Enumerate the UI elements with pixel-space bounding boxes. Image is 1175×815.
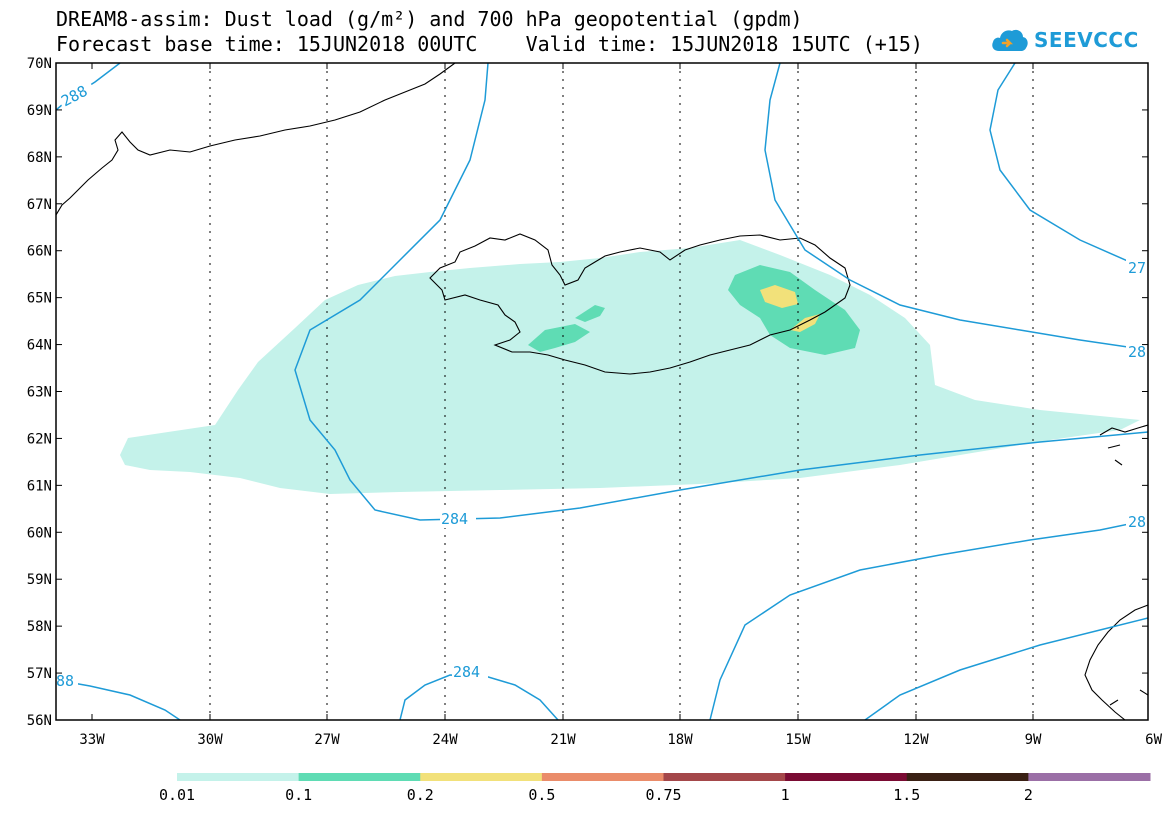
map-title: DREAM8-assim: Dust load (g/m²) and 700 h… [56,7,803,31]
lat-tick-label: 57N [27,666,52,682]
lat-tick-label: 62N [27,431,52,447]
seevccc-logo: SEEVCCC [990,22,1139,58]
contour-north-central [764,63,1148,351]
longitude-axis: 33W 30W 27W 24W 21W 18W 15W 12W 9W 6W [79,63,1163,748]
colorbar-label: 0.75 [645,786,681,804]
lat-tick-label: 60N [27,525,52,541]
lon-tick-label: 24W [432,732,458,748]
contour-88-southwest [56,679,181,720]
colorbar-label: 0.2 [407,786,434,804]
faroe-coastline [1099,424,1148,466]
colorbar-segment [906,773,1029,781]
colorbar-label: 0.5 [528,786,555,804]
colorbar-label: 0.01 [159,786,195,804]
greenland-coastline [56,63,456,216]
lat-tick-label: 66N [27,244,52,260]
colorbar-segment [785,773,908,781]
lat-tick-label: 69N [27,103,52,119]
dust-shading-0.1-small [575,305,605,322]
lat-tick-label: 61N [27,478,52,494]
dust-shading-0.1 [728,265,860,355]
contour-central-west [294,63,1148,521]
colorbar-segment [663,773,786,781]
dust-shading-0.1-west [528,324,590,352]
colorbar-label: 1.5 [893,786,920,804]
latitude-axis: 70N 69N 68N 67N 66N 65N 64N 63N 62N 61N 60N 59N 58N 5… [27,56,1148,729]
colorbar-label: 2 [1024,786,1033,804]
contour-label: 284 [441,510,468,528]
lon-tick-label: 18W [667,732,693,748]
colorbar-segment [420,773,543,781]
contour-label: 28 [1128,343,1146,361]
colorbar: 0.01 0.1 0.2 0.5 0.75 1 1.5 2 [159,773,1151,804]
colorbar-segment [1028,773,1151,781]
lat-tick-label: 58N [27,619,52,635]
lat-tick-label: 67N [27,197,52,213]
contour-south-east [864,617,1148,720]
colorbar-segment [177,773,300,781]
logo-text: SEEVCCC [1034,28,1139,52]
lat-tick-label: 68N [27,150,52,166]
contour-label: 27 [1128,259,1146,277]
contour-27 [989,63,1148,271]
lon-tick-label: 21W [550,732,576,748]
lon-tick-label: 33W [79,732,105,748]
contour-label: 28 [1128,513,1146,531]
longitude-gridlines [209,63,1034,720]
contour-label: 284 [453,663,480,681]
colorbar-segment [541,773,664,781]
lat-tick-label: 70N [27,56,52,72]
dust-shading-0.01 [120,240,1140,494]
lon-tick-label: 30W [197,732,223,748]
colorbar-label: 0.1 [285,786,312,804]
lon-tick-label: 15W [785,732,811,748]
lat-tick-label: 59N [27,572,52,588]
colorbar-segment [298,773,421,781]
lon-tick-label: 27W [314,732,340,748]
lat-tick-label: 65N [27,291,52,307]
dust-shading-0.2 [760,285,798,308]
forecast-time-subtitle: Forecast base time: 15JUN2018 00UTC Vali… [56,32,923,56]
lon-tick-label: 12W [903,732,929,748]
lat-tick-label: 56N [27,713,52,729]
lon-tick-label: 9W [1025,732,1042,748]
contour-south-mid [709,519,1148,720]
colorbar-label: 1 [781,786,790,804]
scotland-coastline [1084,604,1148,720]
contour-label: 88 [56,672,74,690]
lat-tick-label: 63N [27,385,52,401]
lon-tick-label: 6W [1145,732,1162,748]
iceland-coastline [429,233,851,375]
lat-tick-label: 64N [27,338,52,354]
cloud-icon [992,29,1028,51]
geopotential-contours [56,63,1148,720]
